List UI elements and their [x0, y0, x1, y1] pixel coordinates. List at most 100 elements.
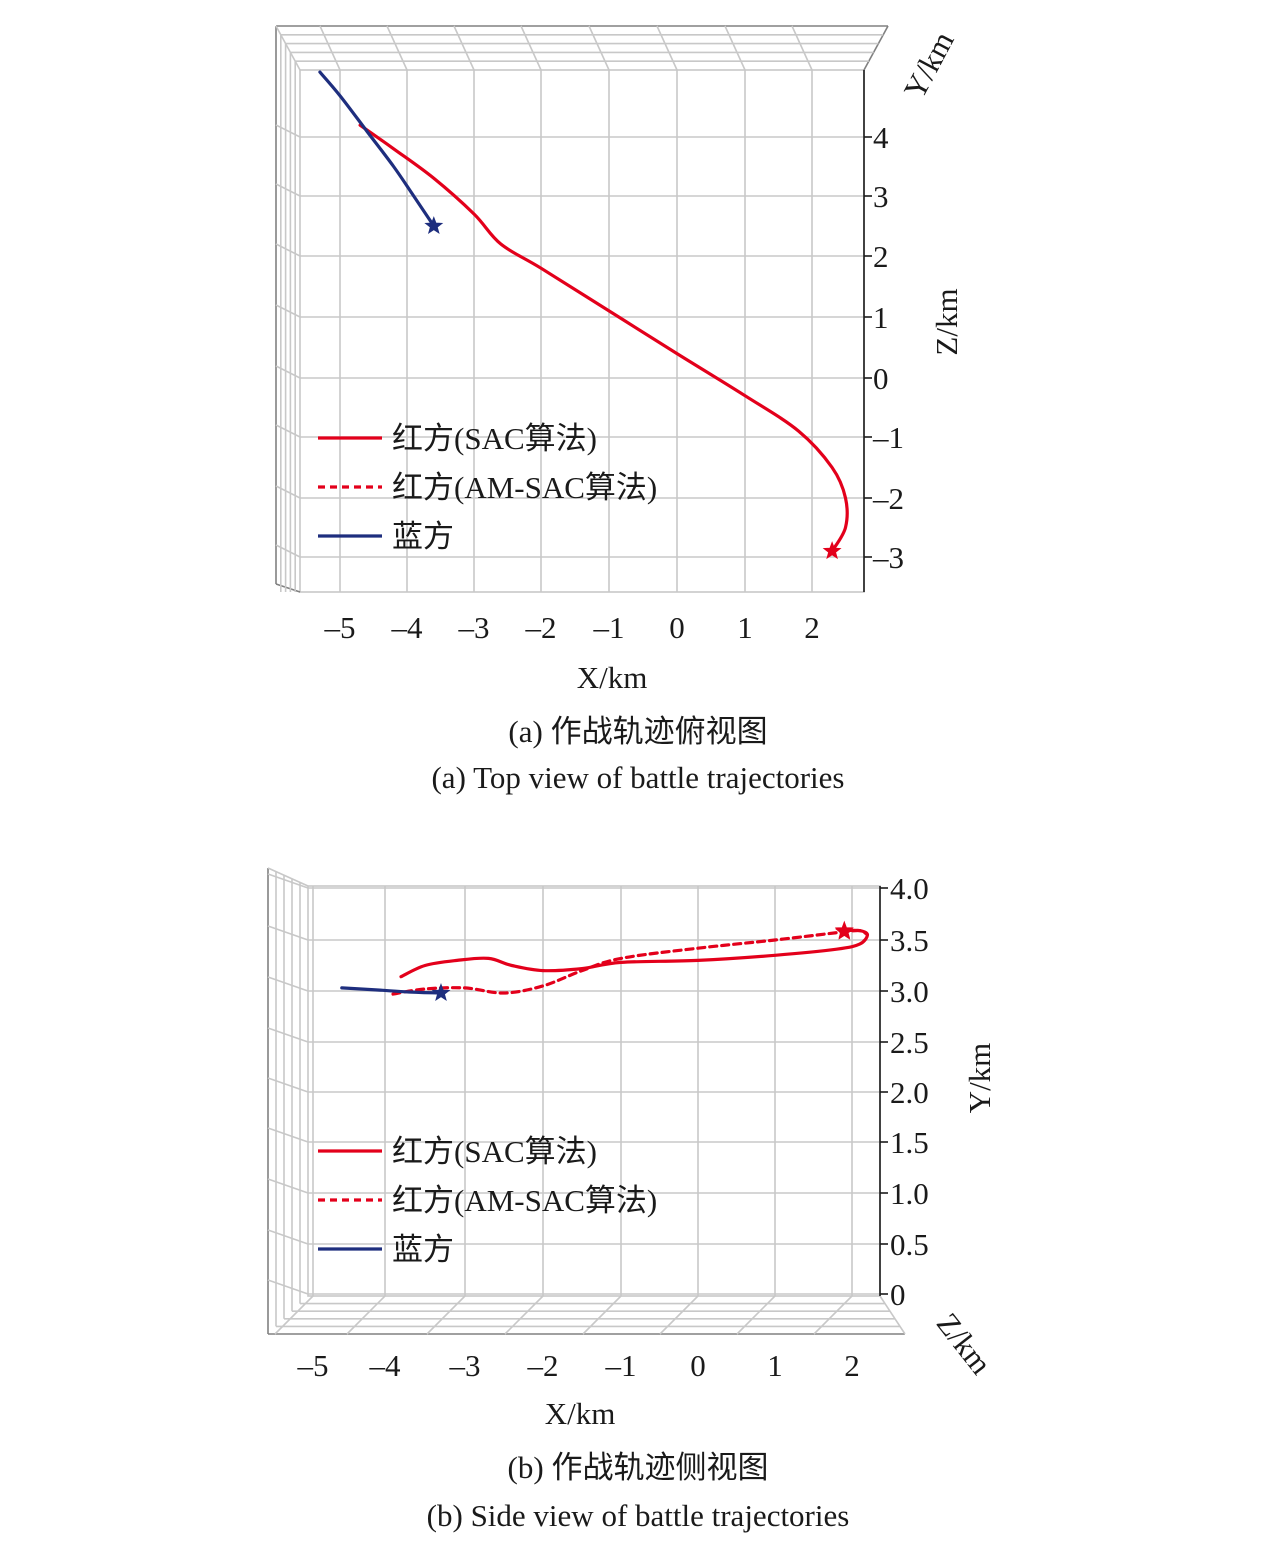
top-view-x-axis-title: X/km: [577, 660, 648, 695]
top-view-caption-cn: (a) 作战轨迹俯视图: [508, 714, 768, 749]
series-end-star-marker: [822, 541, 842, 560]
depth-gridline: [879, 1295, 906, 1335]
depth-gridline: [453, 25, 475, 71]
depth-gridline: [275, 544, 301, 558]
side-view-legend: 红方(SAC算法) 红方(AM-SAC算法) 蓝方: [318, 1134, 657, 1267]
y-tick-label: 0.5: [890, 1227, 929, 1262]
back-frame-edge: [863, 25, 889, 71]
legend-label: 红方(SAC算法): [392, 1134, 597, 1169]
x-tick-label: –2: [525, 610, 557, 645]
depth-gridline: [275, 365, 301, 379]
legend-label: 红方(AM-SAC算法): [392, 470, 657, 505]
series-line-2: [340, 986, 443, 995]
depth-gridline: [791, 25, 813, 71]
legend-label: 蓝方: [392, 1232, 454, 1267]
depth-gridline: [267, 1077, 309, 1093]
depth-gridline: [656, 25, 678, 71]
y-tick-label: –2: [872, 481, 904, 516]
x-tick-label: 2: [804, 610, 820, 645]
x-tick-label: –1: [593, 610, 625, 645]
depth-gridline: [275, 124, 301, 138]
depth-gridline: [274, 1295, 314, 1335]
x-tick-label: –4: [369, 1348, 402, 1383]
x-tick-label: 0: [690, 1348, 706, 1383]
depth-gridline: [582, 1295, 622, 1335]
top-view-x-ticks: –5 –4 –3 –2 –1 0 1 2: [324, 610, 820, 645]
depth-gridline: [267, 873, 309, 889]
top-view-grid: [275, 25, 889, 593]
depth-gridline: [520, 25, 542, 71]
depth-gridline: [275, 485, 301, 499]
y-tick-label: –3: [872, 540, 904, 575]
y-tick-label: 3: [873, 179, 889, 214]
top-view-caption-en: (a) Top view of battle trajectories: [431, 760, 845, 795]
y-tick-label: 4.0: [890, 871, 929, 906]
legend-label: 红方(AM-SAC算法): [392, 1183, 657, 1218]
top-view-panel: –5 –4 –3 –2 –1 0 1 2 4 3 2 1 0 –1 –2 –3 X/km Z/km Y/km…: [275, 25, 964, 695]
series-line-1: [318, 70, 436, 228]
y-tick-label: 0: [873, 361, 889, 396]
side-view-x-ticks: –5 –4 –3 –2 –1 0 1 2: [297, 1348, 860, 1383]
x-tick-label: 0: [669, 610, 685, 645]
depth-gridline: [319, 25, 341, 71]
side-view-x-axis-title: X/km: [545, 1396, 616, 1431]
back-frame-edge: [275, 583, 301, 593]
legend-label: 红方(SAC算法): [392, 421, 597, 456]
x-tick-label: –2: [527, 1348, 559, 1383]
depth-gridline: [275, 25, 301, 71]
y-tick-label: 2.0: [890, 1075, 929, 1110]
depth-gridline: [426, 1295, 466, 1335]
y-tick-label: 1.0: [890, 1176, 929, 1211]
depth-gridline: [504, 1295, 544, 1335]
series-line-0: [358, 123, 849, 553]
y-tick-label: 4: [873, 120, 889, 155]
depth-gridline: [267, 1027, 309, 1043]
x-tick-label: 1: [767, 1348, 783, 1383]
depth-gridline: [275, 183, 301, 197]
top-view-y-depth-title: Y/km: [897, 26, 961, 105]
side-view-panel: –5 –4 –3 –2 –1 0 1 2 4.03.53.02.52.01.51.00.50 …: [267, 867, 999, 1431]
side-view-caption-cn: (b) 作战轨迹侧视图: [507, 1450, 769, 1485]
y-tick-label: 2.5: [890, 1025, 929, 1060]
series-line-0: [399, 928, 869, 979]
series-end-star-marker: [431, 983, 451, 1002]
side-view-grid: [267, 867, 906, 1335]
depth-gridline: [346, 1295, 386, 1335]
top-view-z-axis-title: Z/km: [929, 288, 964, 355]
side-view-z-depth-title: Z/km: [930, 1306, 999, 1380]
depth-gridline: [386, 25, 408, 71]
y-tick-label: 0: [890, 1277, 906, 1312]
legend-label: 蓝方: [392, 519, 454, 554]
depth-gridline: [267, 1127, 309, 1143]
depth-gridline: [267, 1178, 309, 1194]
depth-gridline: [267, 1229, 309, 1245]
y-tick-label: 2: [873, 239, 889, 274]
x-tick-label: –4: [391, 610, 424, 645]
y-tick-label: 3.0: [890, 974, 929, 1009]
top-view-legend: 红方(SAC算法) 红方(AM-SAC算法) 蓝方: [318, 421, 657, 554]
side-view-caption-en: (b) Side view of battle trajectories: [426, 1498, 850, 1533]
plot-frame: [299, 69, 865, 593]
depth-gridline: [736, 1295, 776, 1335]
depth-gridline: [813, 1295, 853, 1335]
x-tick-label: –3: [449, 1348, 481, 1383]
x-tick-label: –5: [324, 610, 356, 645]
y-tick-label: 1.5: [890, 1125, 929, 1160]
series-line-1: [391, 928, 869, 996]
x-tick-label: –5: [297, 1348, 329, 1383]
depth-gridline: [267, 1279, 309, 1295]
depth-gridline: [588, 25, 610, 71]
depth-gridline: [267, 976, 309, 992]
top-view-series: [318, 70, 849, 560]
depth-gridline: [275, 304, 301, 318]
x-tick-label: –3: [458, 610, 490, 645]
top-view-z-ticks: 4 3 2 1 0 –1 –2 –3: [863, 70, 904, 592]
depth-gridline: [275, 243, 301, 257]
x-tick-label: –1: [605, 1348, 637, 1383]
side-view-y-axis-title: Y/km: [962, 1043, 997, 1114]
y-tick-label: 1: [873, 300, 889, 335]
series-end-star-marker: [834, 921, 854, 940]
x-tick-label: 1: [737, 610, 753, 645]
depth-gridline: [724, 25, 746, 71]
